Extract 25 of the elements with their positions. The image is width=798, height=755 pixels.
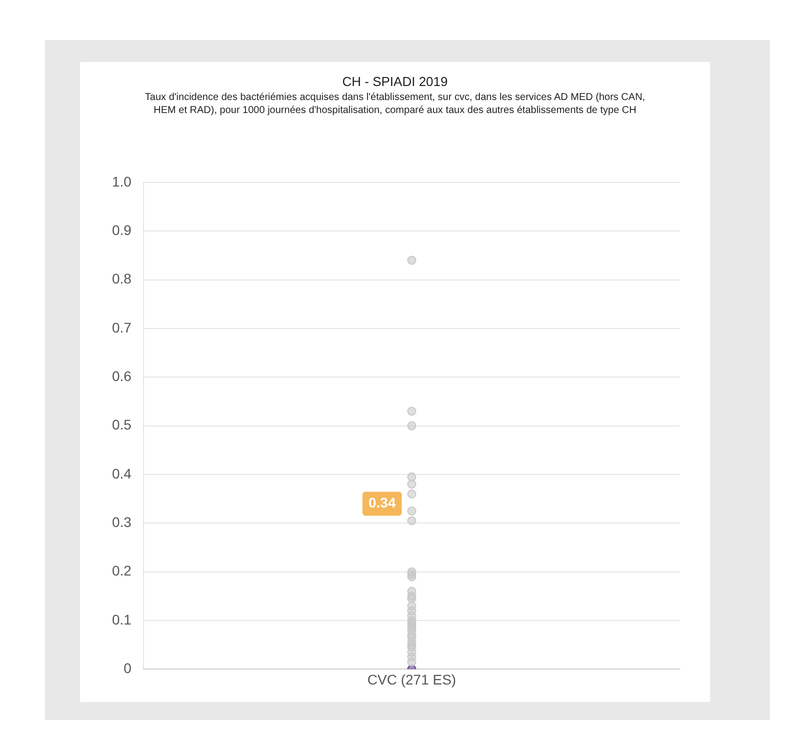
y-tick-label: 0.8 bbox=[112, 270, 132, 287]
y-tick-label: 0.4 bbox=[112, 465, 132, 482]
annotation: 0.34 bbox=[368, 494, 396, 511]
point bbox=[407, 406, 416, 416]
point bbox=[407, 572, 416, 582]
point bbox=[407, 657, 416, 666]
chart-title: CH - SPIADI 2019 bbox=[341, 74, 449, 89]
point bbox=[407, 480, 416, 489]
point bbox=[407, 489, 416, 498]
point bbox=[407, 472, 416, 482]
point bbox=[407, 506, 416, 516]
y-tick-label: 0 bbox=[124, 660, 132, 676]
y-tick-label: 0.7 bbox=[112, 319, 132, 336]
y-tick-label: 0.2 bbox=[112, 562, 132, 579]
y-tick-label: 1.0 bbox=[112, 173, 132, 190]
point bbox=[407, 516, 416, 526]
y-tick-label: 0.3 bbox=[112, 514, 132, 530]
y-tick-label: 0.9 bbox=[112, 222, 132, 238]
y-tick-label: 0.1 bbox=[112, 611, 132, 628]
x-tick-label: CVC (271 ES) bbox=[367, 671, 456, 688]
point bbox=[407, 256, 416, 265]
y-tick-label: 0.6 bbox=[112, 368, 132, 384]
point bbox=[407, 421, 416, 430]
y-tick-label: 0.5 bbox=[112, 416, 132, 433]
chart-subtitle: Taux d'incidence des bactériémies acquises dans l'établissement, sur cvc, dans les services AD MED (hors CAN, HEM et RAD), pour 1000 journées d'hospitalisation, comparé aux taux des autres établissements de type CH bbox=[144, 91, 646, 117]
